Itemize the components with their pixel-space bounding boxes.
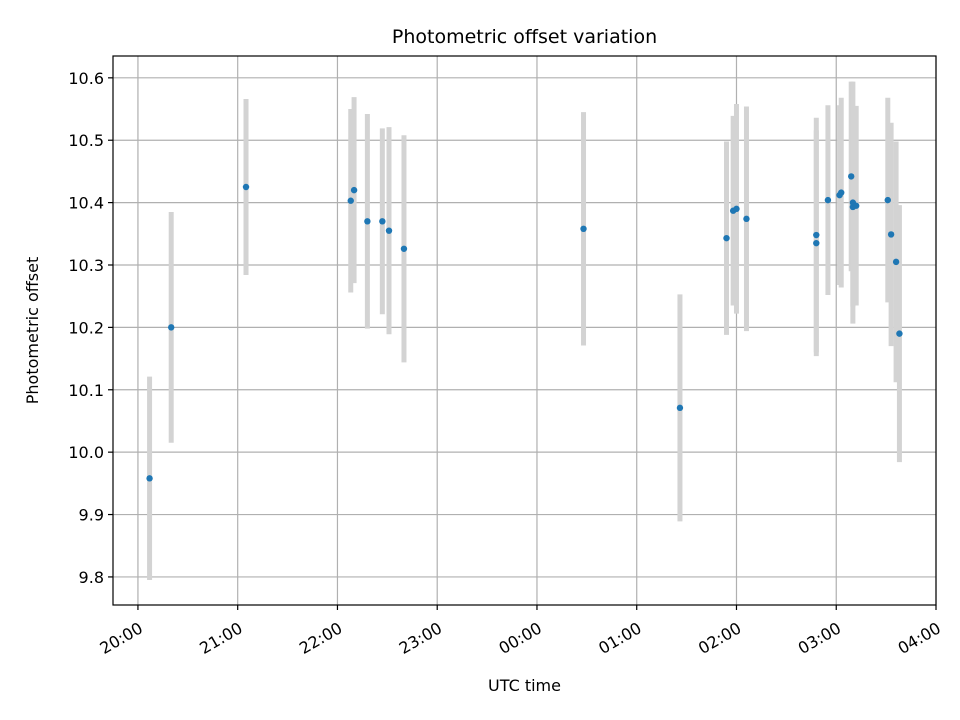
data-point	[347, 197, 354, 204]
data-point	[385, 227, 393, 234]
y-tick-label: 10.0	[68, 443, 104, 462]
data-point	[146, 475, 153, 482]
data-point	[676, 404, 684, 412]
plot-frame	[112, 55, 937, 606]
data-point	[813, 239, 820, 247]
data-point	[723, 234, 730, 242]
data-points	[146, 173, 903, 482]
y-tick-label: 10.2	[68, 318, 104, 337]
x-axis-title: UTC time	[488, 676, 561, 695]
data-point	[852, 202, 860, 209]
grid	[113, 56, 937, 605]
data-point	[892, 258, 900, 266]
data-point	[824, 196, 832, 204]
data-point	[887, 231, 895, 238]
data-point	[813, 231, 820, 239]
data-point	[350, 186, 358, 194]
y-axis-title: Photometric offset	[23, 257, 42, 405]
data-point	[848, 173, 855, 180]
y-tick-label: 9.9	[79, 506, 104, 525]
y-tick-label: 10.5	[68, 131, 104, 150]
data-point	[838, 189, 845, 196]
chart-title: Photometric offset variation	[392, 26, 657, 48]
data-point	[896, 330, 903, 337]
data-point	[733, 205, 740, 213]
data-point	[379, 218, 386, 225]
data-point	[580, 225, 587, 233]
y-tick-label: 10.3	[68, 256, 104, 275]
data-point	[400, 245, 408, 252]
data-point	[364, 218, 371, 225]
data-point	[884, 196, 891, 204]
y-tick-label: 9.8	[79, 568, 104, 587]
data-point	[167, 324, 175, 331]
y-tick-label: 10.1	[68, 381, 104, 400]
data-point	[743, 215, 750, 223]
y-tick-label: 10.6	[68, 69, 104, 88]
y-tick-label: 10.4	[68, 194, 104, 213]
data-point	[242, 183, 250, 191]
